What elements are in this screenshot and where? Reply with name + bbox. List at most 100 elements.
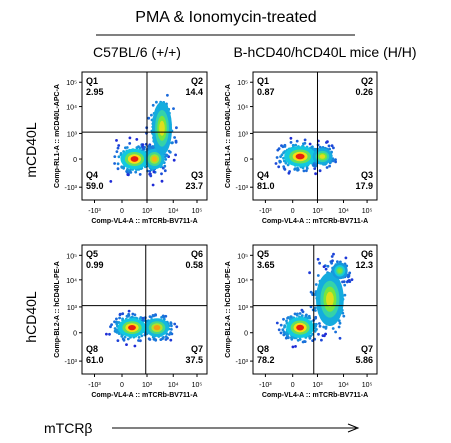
density-point <box>282 333 286 337</box>
density-point <box>294 143 298 147</box>
density-point <box>285 319 288 323</box>
density-point <box>150 113 153 117</box>
density-point <box>277 328 281 332</box>
y-axis-label: Comp-BL2-A :: hCD40L-PE-A <box>54 261 61 358</box>
density-point <box>347 279 351 282</box>
y-tick-label: 0 <box>73 157 77 164</box>
density-core <box>295 153 305 160</box>
density-point <box>284 336 288 340</box>
column-header-hh: B-hCD40/hCD40L mice (H/H) <box>233 44 416 60</box>
density-plot <box>275 252 354 349</box>
quadrant-value: 3.65 <box>257 260 275 270</box>
density-core <box>130 156 139 162</box>
density-point <box>155 100 158 104</box>
density-point <box>138 173 142 176</box>
density-point <box>282 165 286 169</box>
x-tick-label: 10³ <box>142 382 153 389</box>
y-tick-label: 10⁴ <box>237 278 248 285</box>
row-label-hcd40l: hCD40L <box>23 291 39 343</box>
density-point <box>328 164 331 168</box>
arrow-head-icon <box>347 423 360 433</box>
density-core <box>319 154 326 159</box>
y-tick-label: -10³ <box>236 359 249 366</box>
x-tick-label: 10⁵ <box>192 208 203 215</box>
density-point <box>326 264 330 268</box>
density-point <box>133 313 137 317</box>
y-tick-label: 0 <box>244 331 248 338</box>
density-point <box>120 165 124 169</box>
density-point <box>175 126 178 130</box>
density-point <box>276 148 280 152</box>
quadrant-id: Q7 <box>191 344 203 354</box>
quadrant-id: Q6 <box>191 249 203 259</box>
density-point <box>175 325 179 329</box>
density-point <box>338 321 342 325</box>
density-point <box>289 141 293 144</box>
density-point <box>116 339 120 342</box>
density-point <box>164 335 168 338</box>
density-point <box>296 168 299 172</box>
x-tick-label: 0 <box>291 382 295 389</box>
density-point <box>318 169 322 173</box>
density-point <box>115 317 118 321</box>
density-point <box>282 156 285 160</box>
density-point <box>334 160 337 164</box>
density-point <box>305 313 308 317</box>
density-point <box>279 160 282 164</box>
y-tick-label: 0 <box>73 331 77 338</box>
density-point <box>129 171 133 174</box>
density-point <box>318 261 321 265</box>
density-point <box>171 141 174 145</box>
plot-frame <box>252 71 378 201</box>
y-tick-label: -10³ <box>65 359 78 366</box>
density-point <box>306 316 310 320</box>
density-point <box>316 257 320 261</box>
density-point <box>110 323 113 326</box>
density-point <box>325 141 328 144</box>
density-point <box>308 271 311 275</box>
density-point <box>127 313 131 317</box>
density-point <box>154 338 157 341</box>
density-point <box>162 317 166 321</box>
density-point <box>331 259 334 263</box>
density-core <box>337 268 342 274</box>
density-point <box>294 345 297 348</box>
density-point <box>121 337 125 341</box>
density-point <box>137 339 140 342</box>
density-point <box>305 167 309 170</box>
density-point <box>151 103 155 107</box>
quadrant-id: Q4 <box>86 170 98 180</box>
quadrant-value: 14.4 <box>185 87 203 97</box>
density-point <box>314 283 318 286</box>
quadrant-value: 5.86 <box>355 355 373 365</box>
density-point <box>318 145 322 149</box>
density-point <box>148 170 152 173</box>
x-tick-label: -10³ <box>88 208 101 215</box>
density-point <box>287 171 291 175</box>
density-point <box>161 166 165 170</box>
density-point <box>116 146 120 150</box>
y-tick-label: 10⁴ <box>66 105 77 112</box>
density-point <box>165 154 169 158</box>
y-tick-label: 10⁵ <box>237 253 248 260</box>
flow-cytometry-panels: Q12.95Q214.4Q323.7Q459.0-10³-10³0010³10³… <box>54 71 378 399</box>
quadrant-id: Q5 <box>86 249 98 259</box>
density-point <box>164 314 168 318</box>
density-point <box>151 183 155 187</box>
density-point <box>311 145 314 149</box>
density-point <box>343 293 347 297</box>
density-point <box>169 331 173 335</box>
density-point <box>285 333 289 336</box>
density-point <box>172 107 175 110</box>
x-tick-label: 0 <box>291 208 295 215</box>
x-axis-label: Comp-VL4-A :: mTCRb-BV711-A <box>91 218 197 225</box>
quadrant-id: Q3 <box>361 170 373 180</box>
quadrant-id: Q1 <box>257 76 269 86</box>
density-point <box>282 317 285 321</box>
density-point <box>321 334 325 337</box>
x-tick-label: 10⁴ <box>338 208 349 215</box>
density-point <box>126 173 130 177</box>
quadrant-id: Q8 <box>257 344 269 354</box>
density-point <box>160 179 164 183</box>
